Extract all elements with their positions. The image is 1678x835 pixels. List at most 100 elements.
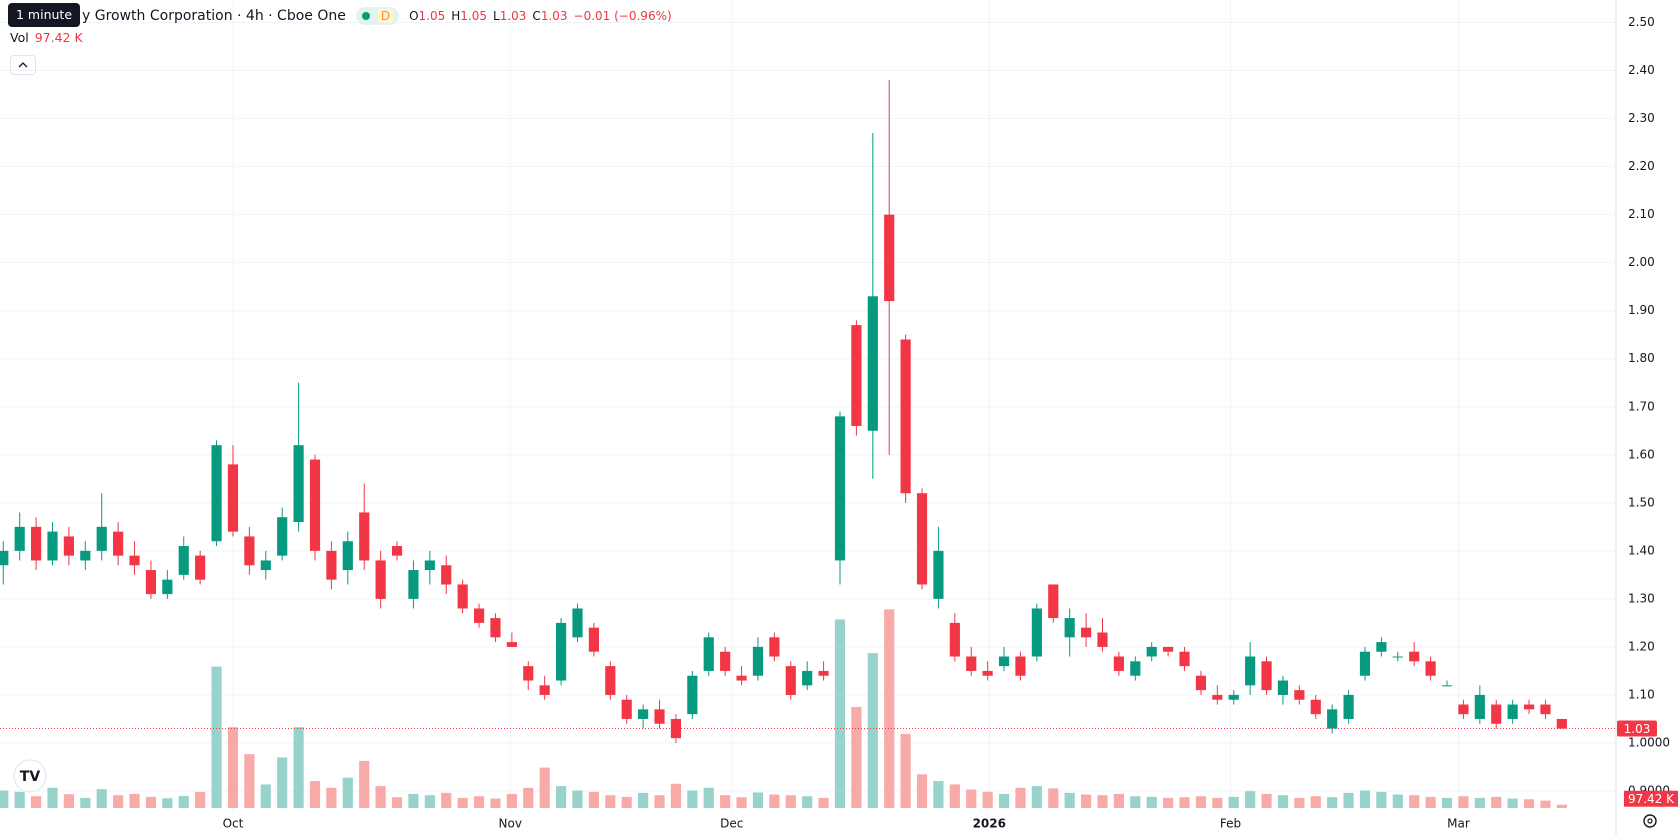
candle-body <box>1441 685 1453 687</box>
candle-body <box>556 622 567 681</box>
candle-body <box>1409 651 1420 662</box>
candle-body <box>1491 704 1502 724</box>
volume-bar <box>1245 791 1256 808</box>
candle-body <box>113 531 124 556</box>
volume-bar <box>1523 799 1535 808</box>
price-label: 1.03 <box>1624 722 1651 736</box>
volume-bar <box>1392 794 1403 808</box>
volume-bar <box>1327 797 1338 808</box>
x-tick-label: Dec <box>720 817 743 831</box>
y-tick-label: 1.90 <box>1628 303 1655 317</box>
volume-bar <box>359 760 370 808</box>
candle-body <box>162 579 173 595</box>
volume-bar <box>391 797 403 808</box>
volume-bar <box>638 792 649 808</box>
volume-bar <box>1195 796 1207 808</box>
volume-bar <box>572 790 583 808</box>
y-tick-label: 2.20 <box>1628 159 1655 173</box>
status-badge: D <box>355 7 400 25</box>
ohlc-value: 1.03 <box>499 9 527 23</box>
candle-body <box>982 670 993 676</box>
volume-bar <box>1113 793 1124 808</box>
volume-bar <box>900 733 911 808</box>
candle-body <box>63 536 74 556</box>
volume-bar <box>1064 792 1075 808</box>
volume-bar <box>1228 796 1239 808</box>
candle-body <box>867 296 878 431</box>
volume-bar <box>1048 788 1059 808</box>
candle-body <box>1228 694 1239 700</box>
volume-bar <box>1179 797 1190 808</box>
candles <box>0 80 1567 743</box>
candle-body <box>227 464 239 532</box>
candle-body <box>1130 661 1141 676</box>
change: −0.01 (−0.96%) <box>573 9 672 23</box>
candle-body <box>1392 656 1403 658</box>
candle-body <box>260 560 271 571</box>
volume-value: 97.42 K <box>34 30 83 45</box>
volume-bar <box>1097 795 1108 808</box>
volume-bar <box>670 783 682 808</box>
candle-body <box>47 531 58 561</box>
volume-bar <box>1458 796 1469 808</box>
candle-body <box>1277 680 1289 695</box>
candle-body <box>211 445 222 542</box>
symbol-title: y Growth Corporation · 4h · Cboe One <box>82 8 346 24</box>
volume-title: Vol <box>10 30 29 45</box>
y-tick-label: 2.00 <box>1628 255 1655 269</box>
volume-label-bg <box>1624 790 1678 807</box>
volume-bar <box>752 792 764 808</box>
candle-body <box>1556 718 1567 729</box>
x-tick-label: Nov <box>499 817 522 831</box>
candle-body <box>1458 704 1469 715</box>
volume-bar <box>621 796 632 808</box>
candle-body <box>1310 699 1321 715</box>
volume-bar <box>1343 792 1354 808</box>
candle-body <box>1195 675 1207 691</box>
volume-bar <box>1556 804 1567 808</box>
y-tick-label: 1.50 <box>1628 495 1655 509</box>
candle-body <box>769 637 780 657</box>
candle-body <box>933 550 944 599</box>
volume-bar <box>588 791 599 808</box>
price-label-bg <box>1617 720 1657 737</box>
volume-bar <box>687 790 698 808</box>
candle-body <box>1080 627 1092 638</box>
volume-bar <box>1359 790 1371 808</box>
candle-body <box>900 339 911 494</box>
candle-body <box>129 555 140 566</box>
volume-bar <box>933 781 944 808</box>
candle-body <box>736 675 747 681</box>
volume-bar <box>818 797 829 808</box>
volume-bar <box>227 727 239 808</box>
candle-body <box>1327 709 1338 729</box>
volume-bar <box>424 795 435 808</box>
settings-icon[interactable] <box>1643 814 1657 828</box>
ohlc-c: C <box>532 9 541 23</box>
y-tick-label: 1.30 <box>1628 591 1655 605</box>
volume-bar <box>605 795 616 808</box>
candle-body <box>441 565 452 585</box>
candle-body <box>408 570 419 599</box>
candle-body <box>966 656 977 671</box>
volume-bar <box>0 790 9 808</box>
candle-body <box>506 642 517 647</box>
y-tick-label: 1.0000 <box>1628 735 1670 749</box>
candle-body <box>424 560 435 571</box>
candle-body <box>539 685 550 695</box>
volume-bar <box>785 795 796 808</box>
candle-body <box>293 445 304 523</box>
volume-bar <box>1425 796 1436 808</box>
volume-axis-label: 97.42 K <box>1628 792 1675 806</box>
ohlc-value: 1.05 <box>418 9 446 23</box>
candle-body <box>1113 656 1124 671</box>
volume-bar <box>703 787 714 808</box>
candle-body <box>14 526 25 551</box>
market-dot <box>361 12 370 20</box>
volume-bar <box>490 798 501 808</box>
y-tick-label: 1.60 <box>1628 447 1655 461</box>
volume-bar <box>1031 786 1042 808</box>
collapse-button[interactable] <box>10 55 36 75</box>
candle-body <box>80 550 91 561</box>
volume-bar <box>802 796 813 808</box>
